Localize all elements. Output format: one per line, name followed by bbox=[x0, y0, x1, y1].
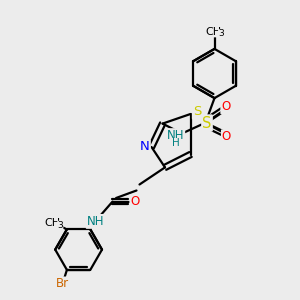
Text: H: H bbox=[172, 138, 180, 148]
Text: CH: CH bbox=[44, 218, 61, 228]
Text: NH: NH bbox=[87, 215, 104, 228]
Text: NH: NH bbox=[167, 129, 184, 142]
Text: CH: CH bbox=[206, 27, 222, 37]
Text: 3: 3 bbox=[218, 29, 224, 38]
Text: O: O bbox=[130, 195, 140, 208]
Text: 3: 3 bbox=[57, 221, 63, 230]
Text: O: O bbox=[222, 130, 231, 143]
Text: O: O bbox=[221, 100, 230, 113]
Text: Br: Br bbox=[56, 278, 69, 290]
Text: S: S bbox=[193, 105, 201, 119]
Text: S: S bbox=[202, 116, 212, 130]
Text: N: N bbox=[140, 140, 150, 154]
